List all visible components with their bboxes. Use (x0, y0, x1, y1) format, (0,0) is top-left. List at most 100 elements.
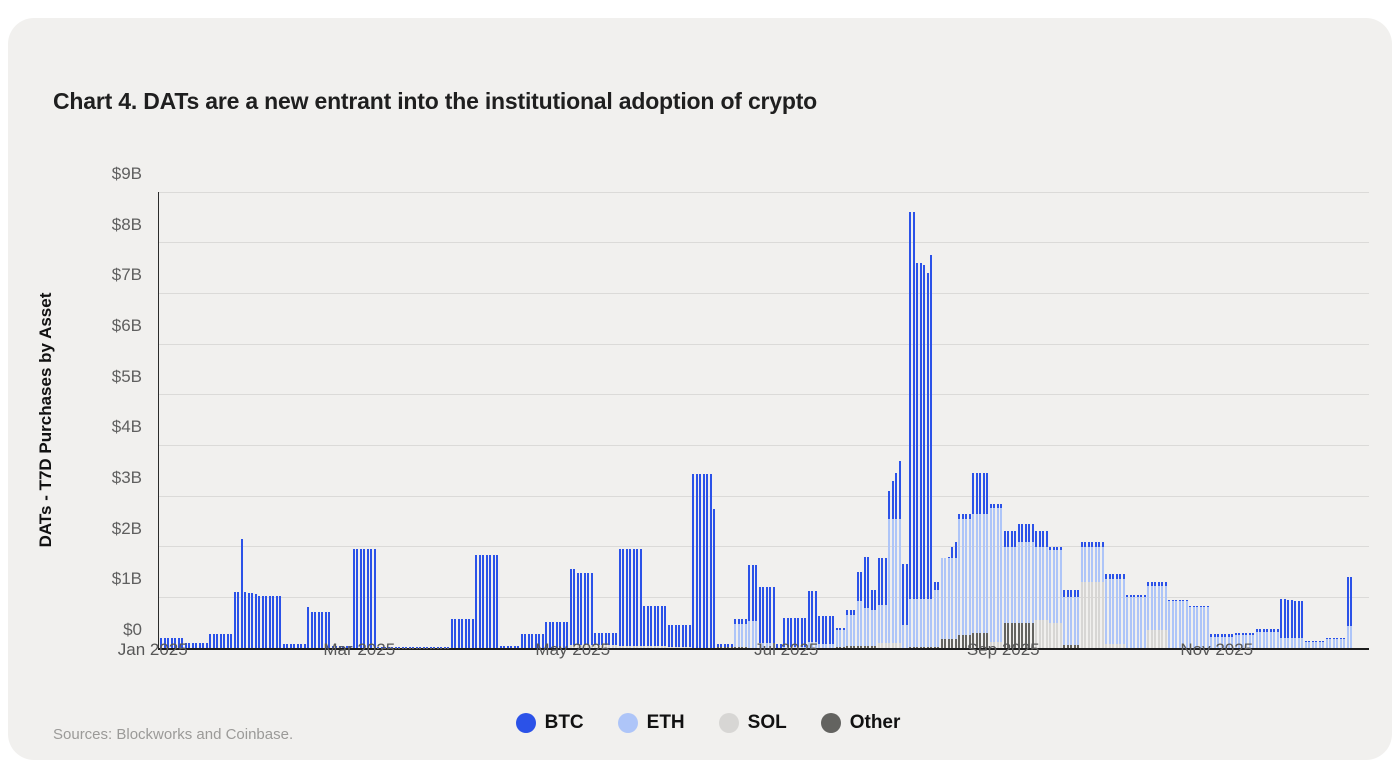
bar-segment-other (440, 647, 443, 648)
bar-segment-eth (1273, 631, 1276, 648)
bar-segment-eth (923, 598, 926, 647)
bar-segment-sol (583, 645, 586, 648)
bar (191, 643, 194, 648)
bar-segment-btc (688, 625, 691, 647)
bar (258, 595, 261, 648)
bar (345, 646, 348, 648)
bar-segment-other (986, 632, 989, 648)
bar (471, 619, 474, 648)
bar-segment-eth (1112, 578, 1115, 644)
bar-segment-btc (408, 646, 411, 648)
bar (905, 564, 908, 648)
bar (541, 633, 544, 648)
bar-segment-btc (429, 646, 432, 648)
bar-segment-btc (751, 565, 754, 622)
bar-segment-btc (384, 646, 387, 648)
bar-segment-eth (1192, 607, 1195, 648)
bar (289, 643, 292, 648)
bar (692, 474, 695, 648)
bar (1339, 638, 1342, 648)
bar (685, 625, 688, 648)
bar-segment-btc (1094, 541, 1097, 547)
bar (1031, 523, 1034, 648)
bar-segment-other (842, 647, 845, 648)
plot-area (158, 191, 1369, 650)
bar-segment-eth (884, 604, 887, 643)
bar-segment-btc (1122, 573, 1125, 579)
bar-segment-btc (772, 587, 775, 643)
bar (160, 637, 163, 648)
bar (489, 554, 492, 648)
bar-segment-btc (1311, 641, 1314, 642)
bar-segment-other (874, 646, 877, 648)
bar-segment-btc (727, 644, 730, 647)
bar-segment-eth (1287, 637, 1290, 648)
bar-segment-btc (342, 646, 345, 648)
bar-segment-sol (646, 646, 649, 648)
bar-segment-btc (632, 549, 635, 647)
bar-segment-eth (1294, 637, 1297, 648)
bar-segment-btc (814, 591, 817, 642)
bar-segment-other (408, 647, 411, 648)
bar-segment-eth (1017, 541, 1020, 623)
bar-segment-sol (1084, 582, 1087, 648)
bar (828, 616, 831, 648)
bar-segment-other (839, 647, 842, 648)
bar-segment-other (398, 647, 401, 648)
bar-segment-eth (1283, 637, 1286, 648)
bar (650, 606, 653, 648)
bar (1024, 523, 1027, 648)
bar-segment-eth (888, 518, 891, 643)
bar-segment-btc (405, 646, 408, 648)
bar-segment-btc (366, 549, 369, 648)
bar-segment-sol (1087, 582, 1090, 648)
bar-segment-btc (538, 633, 541, 648)
bar (706, 474, 709, 648)
bar (457, 619, 460, 648)
bar-segment-eth (1105, 578, 1108, 644)
bar (601, 632, 604, 648)
bar-segment-btc (240, 539, 243, 648)
bar-segment-eth (1350, 625, 1353, 648)
bar-segment-btc (1045, 531, 1048, 547)
bar-segment-btc (1101, 541, 1104, 547)
bar (636, 549, 639, 648)
bar-segment-btc (349, 646, 352, 648)
btc-series-dot-icon (515, 713, 536, 733)
bar-segment-btc (709, 474, 712, 648)
bar (293, 643, 296, 648)
bar (1248, 632, 1251, 648)
bar (1220, 634, 1223, 648)
bar-segment-btc (1203, 606, 1206, 608)
bar-segment-eth (926, 598, 929, 647)
bar-segment-eth (783, 647, 786, 648)
bar (300, 643, 303, 648)
bar-segment-eth (1343, 638, 1346, 648)
bar-segment-btc (1259, 628, 1262, 632)
bar-segment-other (723, 647, 726, 648)
bar-segment-btc (226, 634, 229, 648)
bar (881, 557, 884, 648)
bar-segment-eth (1014, 546, 1017, 623)
legend: BTC ETH SOL Other (8, 712, 1400, 734)
bar (1238, 632, 1241, 648)
bar-segment-btc (1133, 594, 1136, 598)
bar-segment-eth (1024, 541, 1027, 623)
bar-segment-btc (1318, 641, 1321, 642)
bar (1196, 606, 1199, 648)
bar (755, 565, 758, 648)
bar-segment-eth (786, 647, 789, 648)
bar-segment-eth (1329, 638, 1332, 648)
bar-segment-eth (1119, 578, 1122, 644)
bar-segment-eth (765, 642, 768, 648)
bar-segment-eth (1189, 607, 1192, 648)
bar (1080, 541, 1083, 648)
bar (559, 621, 562, 648)
bar (874, 589, 877, 648)
bar-segment-other (856, 646, 859, 648)
bar-segment-other (387, 647, 390, 648)
bar (870, 589, 873, 648)
bar-segment-btc (345, 646, 348, 648)
bar-segment-btc (968, 513, 971, 519)
bar-segment-btc (303, 643, 306, 648)
